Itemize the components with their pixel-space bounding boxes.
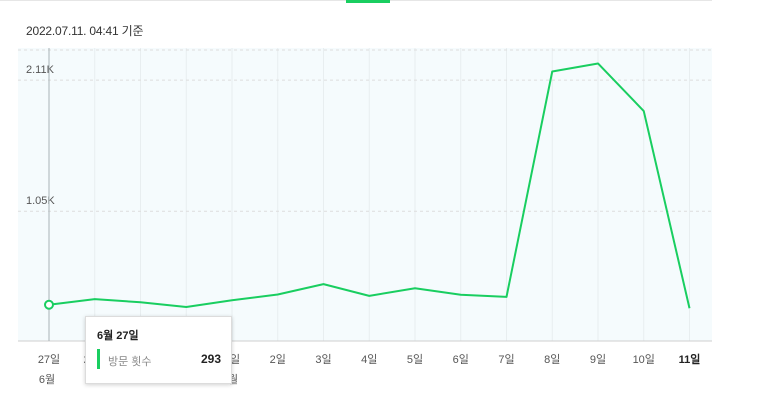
data-point[interactable] <box>458 292 464 298</box>
data-points <box>44 60 693 311</box>
data-point[interactable] <box>229 297 235 303</box>
active-tab-indicator <box>346 0 390 3</box>
tooltip-series-swatch <box>97 349 100 369</box>
x-tick-label: 8일 <box>544 352 560 366</box>
tooltip-value: 293 <box>200 352 221 366</box>
y-axis-labels: 1.05K 2.11K <box>26 64 55 207</box>
x-month-label: 6월 <box>39 373 55 386</box>
selected-data-point[interactable] <box>44 299 54 310</box>
x-tick-label: 27일 <box>38 352 60 366</box>
tooltip-series-label: 방문 횟수 <box>108 356 152 368</box>
x-tick-label: 3일 <box>315 352 331 366</box>
data-point[interactable] <box>321 281 327 287</box>
data-point[interactable] <box>275 292 281 298</box>
x-tick-label: 10일 <box>633 352 655 366</box>
data-point[interactable] <box>504 294 510 300</box>
data-point[interactable] <box>92 296 98 302</box>
x-tick-label: 6일 <box>453 352 469 366</box>
data-point[interactable] <box>641 108 647 114</box>
x-tick-label: 4일 <box>361 352 377 366</box>
grid-lines <box>18 48 712 342</box>
data-point[interactable] <box>412 285 418 291</box>
data-point[interactable] <box>138 299 144 305</box>
series-line <box>48 62 691 309</box>
series-lines <box>48 62 691 309</box>
y-tick-label: 1.05K <box>26 195 55 207</box>
data-point[interactable] <box>595 60 601 66</box>
x-tick-label: 5일 <box>407 352 423 366</box>
y-tick-label: 2.11K <box>26 64 55 76</box>
data-point[interactable] <box>183 304 189 310</box>
tooltip-date: 6월 27일 <box>97 330 139 342</box>
x-tick-label: 2일 <box>270 352 286 366</box>
data-point[interactable] <box>549 68 555 74</box>
data-timestamp: 2022.07.11. 04:41 기준 <box>26 24 144 38</box>
x-tick-label: 11일 <box>679 352 701 366</box>
x-tick-label: 9일 <box>590 352 606 366</box>
x-tick-label: 7일 <box>498 352 514 366</box>
data-point[interactable] <box>366 293 372 299</box>
data-tooltip: 6월 27일 방문 횟수 293 <box>85 316 232 384</box>
plot-area <box>18 48 712 341</box>
data-point[interactable] <box>687 305 693 311</box>
